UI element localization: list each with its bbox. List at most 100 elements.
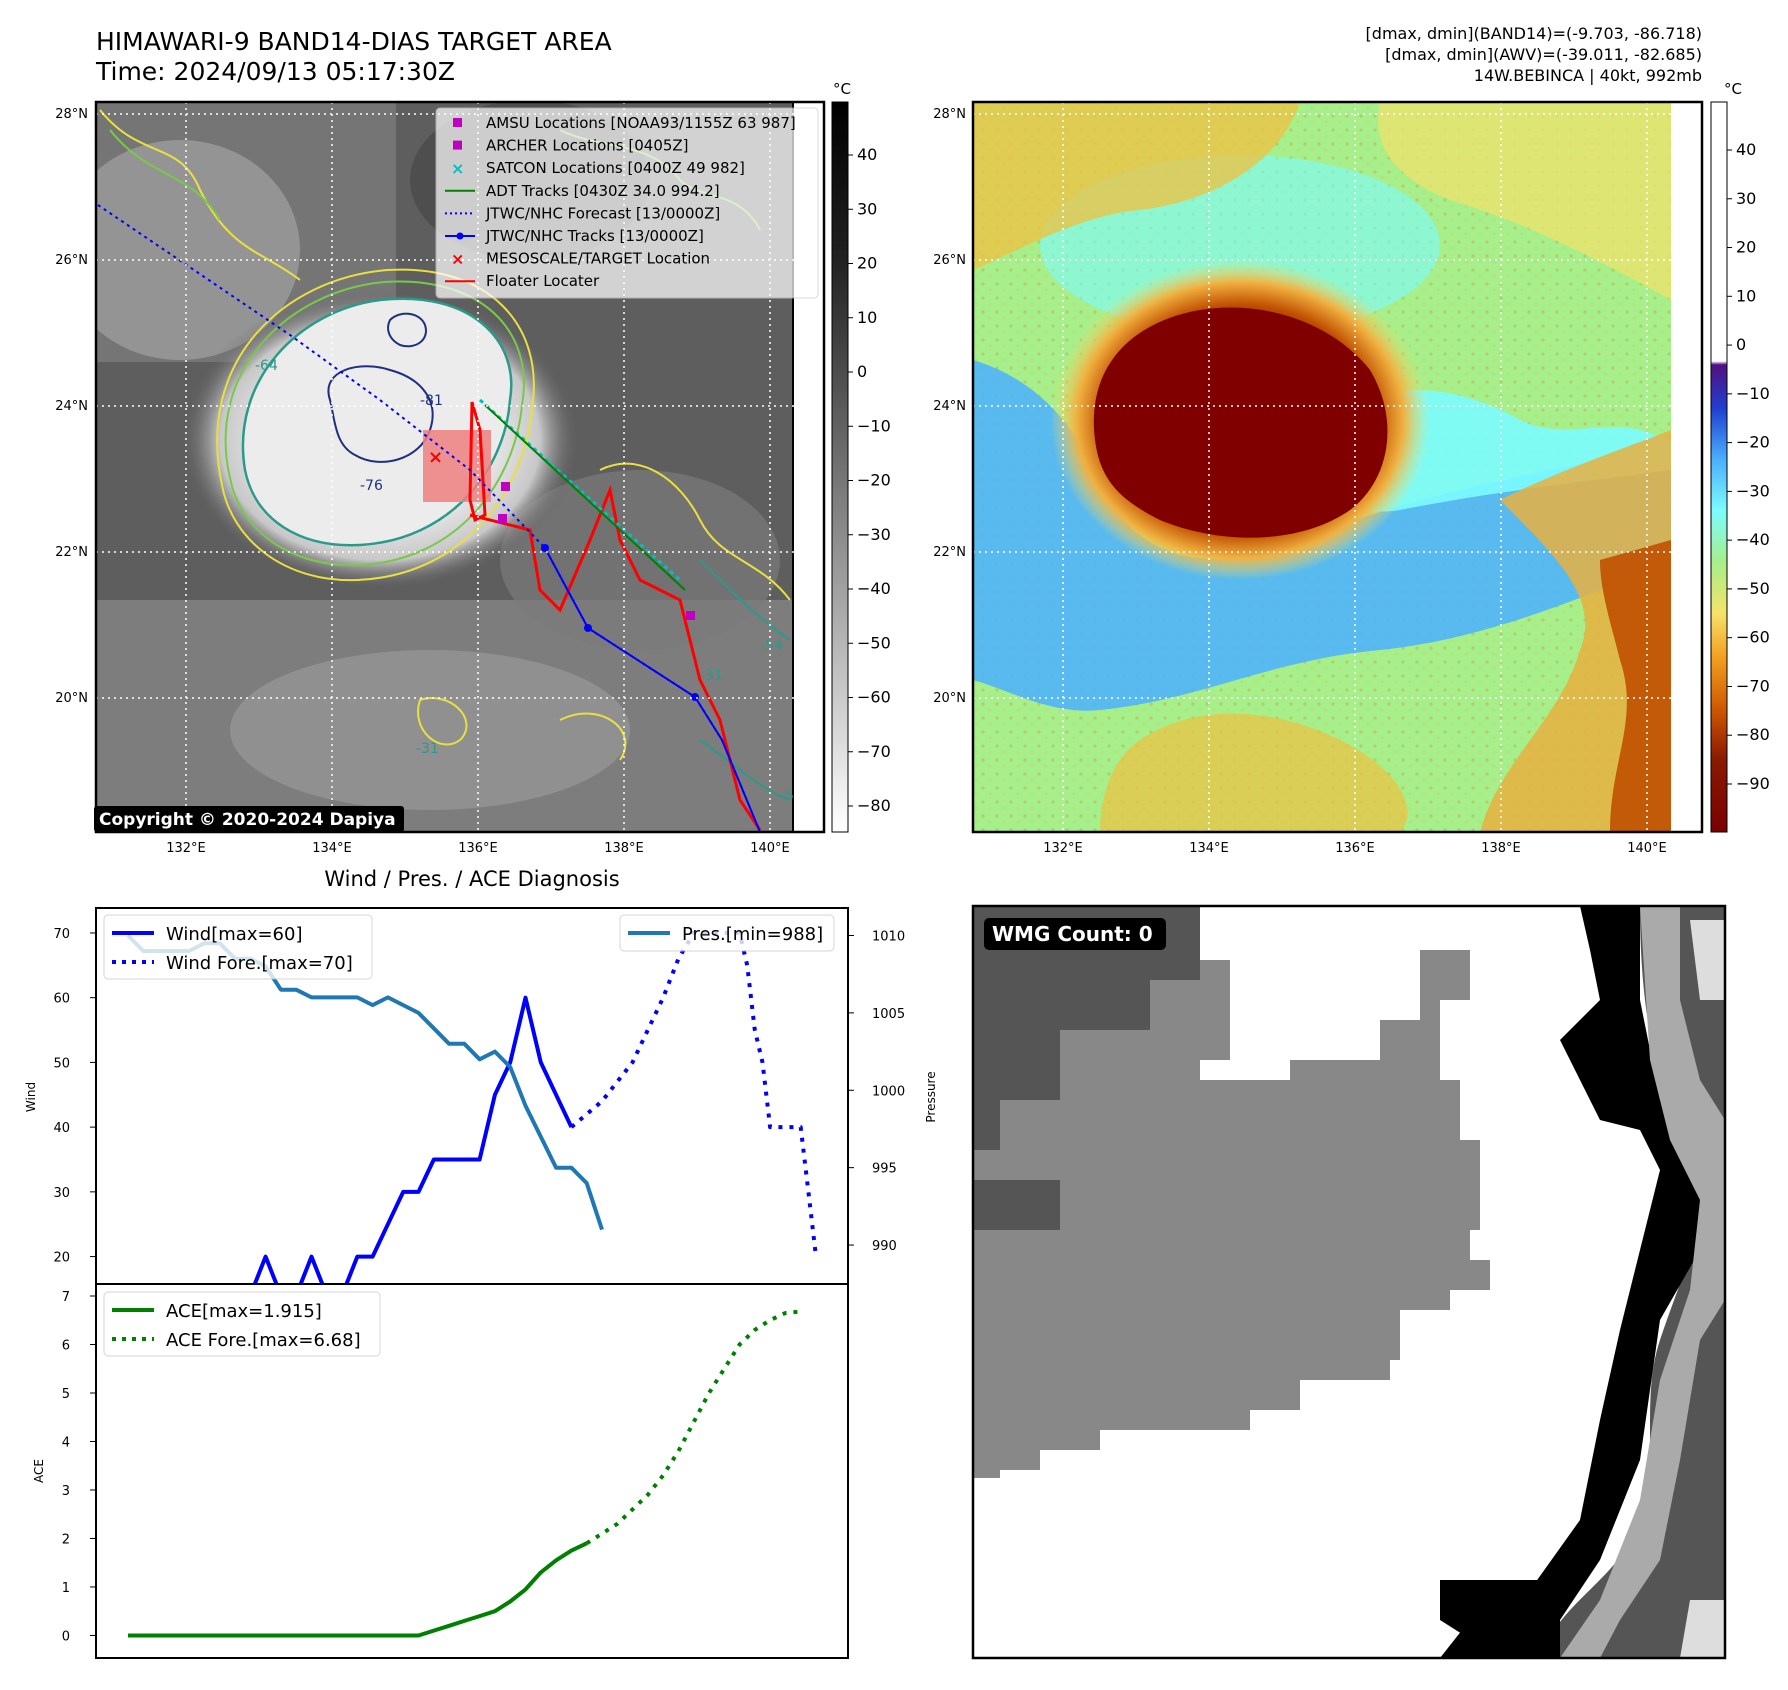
legend-label: JTWC/NHC Forecast [13/0000Z]: [485, 204, 720, 222]
svg-text:×: ×: [428, 447, 443, 468]
colorbar-tick-label: 10: [857, 308, 877, 327]
y-tick-label: 2: [62, 1532, 70, 1547]
colorbar-tick-label: −60: [857, 688, 891, 707]
y-tick-label: 20: [53, 1251, 70, 1266]
colorbar-tick-label: −20: [857, 471, 891, 490]
colorbar-tick-label: −20: [1736, 433, 1770, 452]
lat-tick-label: 22°N: [933, 545, 966, 560]
lon-tick-label: 134°E: [1189, 841, 1229, 856]
colorbar-tick-label: 30: [857, 199, 877, 218]
lat-tick-label: 26°N: [933, 253, 966, 268]
storm-info: 14W.BEBINCA | 40kt, 992mb: [1474, 66, 1702, 85]
colorbar-tick-label: −50: [1736, 579, 1770, 598]
legend-label: Floater Locater: [486, 272, 600, 290]
colorbar-tick-label: −80: [857, 796, 891, 815]
colorbar-tick-label: −70: [1736, 676, 1770, 695]
chart-title: Wind / Pres. / ACE Diagnosis: [324, 867, 619, 891]
y-tick-label: 5: [62, 1387, 70, 1402]
lon-tick-label: 138°E: [1481, 841, 1521, 856]
legend-marker: ×: [451, 250, 464, 269]
colorbar-tick-label: 20: [857, 254, 877, 273]
legend-label: Pres.[min=988]: [682, 924, 823, 945]
colorbar-tick-label: −70: [857, 742, 891, 761]
legend-marker: [453, 140, 462, 150]
series-line: [585, 1309, 801, 1545]
wmg-panel: WMG Count: 0: [971, 904, 1727, 1660]
colorbar-tick-label: −90: [1736, 774, 1770, 793]
legend-label: JTWC/NHC Tracks [13/0000Z]: [485, 227, 704, 245]
y-tick-label: 40: [53, 1121, 70, 1136]
colorbar-tick-label: 0: [1736, 335, 1746, 354]
legend-label: Wind Fore.[max=70]: [166, 953, 353, 974]
awv-colorbar-unit: °C: [1724, 80, 1742, 98]
colorbar-tick-label: 20: [1736, 238, 1756, 257]
colorbar-tick-label: 40: [1736, 140, 1756, 159]
contour-label: -31: [416, 741, 439, 757]
legend-entry: ADT Tracks [0430Z 34.0 994.2]: [445, 182, 720, 200]
lat-tick-label: 24°N: [55, 399, 88, 414]
y-tick-label: 990: [872, 1239, 897, 1254]
legend-marker: ×: [451, 159, 464, 178]
colorbar-tick-label: −60: [1736, 628, 1770, 647]
lat-tick-label: 28°N: [55, 107, 88, 122]
lon-tick-label: 136°E: [1335, 841, 1375, 856]
lon-tick-label: 140°E: [1627, 841, 1667, 856]
colorbar-tick-label: −10: [857, 416, 891, 435]
y-tick-label: 70: [53, 927, 70, 942]
awv-colorbar: °C 40 30 20 10 0 −10 −20 −30 −40 −50 −60 −70 −80 −90: [1710, 80, 1770, 833]
contour-label: -31: [700, 668, 723, 684]
legend-entry: × SATCON Locations [0400Z 49 982]: [451, 159, 745, 178]
ir-legend: AMSU Locations [NOAA93/1155Z 63 987] ARCH…: [435, 107, 819, 299]
colorbar-tick-label: −30: [1736, 481, 1770, 500]
lon-tick-label: 140°E: [750, 841, 790, 856]
legend-marker: [453, 118, 462, 127]
colorbar-tick-label: −40: [857, 579, 891, 598]
legend-label: ACE[max=1.915]: [166, 1301, 322, 1322]
ace-axis-label: ACE: [32, 1459, 46, 1483]
y-tick-label: 1000: [872, 1084, 905, 1099]
contour-label: -54: [780, 788, 803, 804]
colorbar-tick-label: −50: [857, 633, 891, 652]
y-tick-label: 6: [62, 1338, 70, 1353]
colorbar-tick-label: −40: [1736, 530, 1770, 549]
ace-chart: 0 1 2 3 4 5 6 7 ACE ACE[max=1.915] ACE Fore.[ma…: [32, 1283, 849, 1659]
y-tick-label: 0: [62, 1629, 70, 1644]
lon-tick-label: 134°E: [312, 841, 352, 856]
y-tick-label: 30: [53, 1186, 70, 1201]
lat-tick-label: 20°N: [55, 691, 88, 706]
lat-tick-label: 24°N: [933, 399, 966, 414]
pressure-axis-label: Pressure: [924, 1071, 938, 1122]
colorbar-tick-label: 30: [1736, 189, 1756, 208]
lon-tick-label: 138°E: [604, 841, 644, 856]
colorbar-tick-label: 40: [857, 145, 877, 164]
ir-panel: × -64 -81 -76 -31 -54 -31 -54: [55, 80, 891, 856]
colorbar-tick-label: 10: [1736, 286, 1756, 305]
contour-label: -76: [360, 478, 383, 494]
wind-legend: Wind[max=60] Wind Fore.[max=70]: [103, 914, 373, 980]
y-tick-label: 7: [62, 1290, 70, 1305]
lat-tick-label: 20°N: [933, 691, 966, 706]
y-tick-label: 1: [62, 1581, 70, 1596]
legend-label: AMSU Locations [NOAA93/1155Z 63 987]: [486, 114, 796, 132]
pressure-legend: Pres.[min=988]: [619, 914, 835, 952]
contour-label: -54: [760, 638, 783, 654]
legend-entry: JTWC/NHC Forecast [13/0000Z]: [445, 204, 720, 222]
ace-legend: ACE[max=1.915] ACE Fore.[max=6.68]: [103, 1291, 381, 1357]
colorbar-tick-label: −10: [1736, 384, 1770, 403]
wind-pressure-chart: Wind / Pres. / ACE Diagnosis 20 30 40 50 60 7…: [24, 867, 938, 1298]
legend-entry: JTWC/NHC Tracks [13/0000Z]: [445, 227, 704, 245]
colorbar-tick-label: −30: [857, 525, 891, 544]
lat-tick-label: 28°N: [933, 107, 966, 122]
legend-label: MESOSCALE/TARGET Location: [486, 250, 710, 268]
legend-entry: × MESOSCALE/TARGET Location: [451, 250, 710, 269]
legend-label: ACE Fore.[max=6.68]: [166, 1330, 361, 1351]
lon-tick-label: 136°E: [458, 841, 498, 856]
y-tick-label: 4: [62, 1435, 70, 1450]
series-line: [128, 1541, 588, 1638]
y-tick-label: 50: [53, 1056, 70, 1071]
y-tick-label: 3: [62, 1484, 70, 1499]
figure-title-line2: Time: 2024/09/13 05:17:30Z: [95, 57, 455, 86]
legend-label: ADT Tracks [0430Z 34.0 994.2]: [486, 182, 720, 200]
copyright-badge: Copyright © 2020-2024 Dapiya: [99, 810, 396, 830]
lon-tick-label: 132°E: [1043, 841, 1083, 856]
